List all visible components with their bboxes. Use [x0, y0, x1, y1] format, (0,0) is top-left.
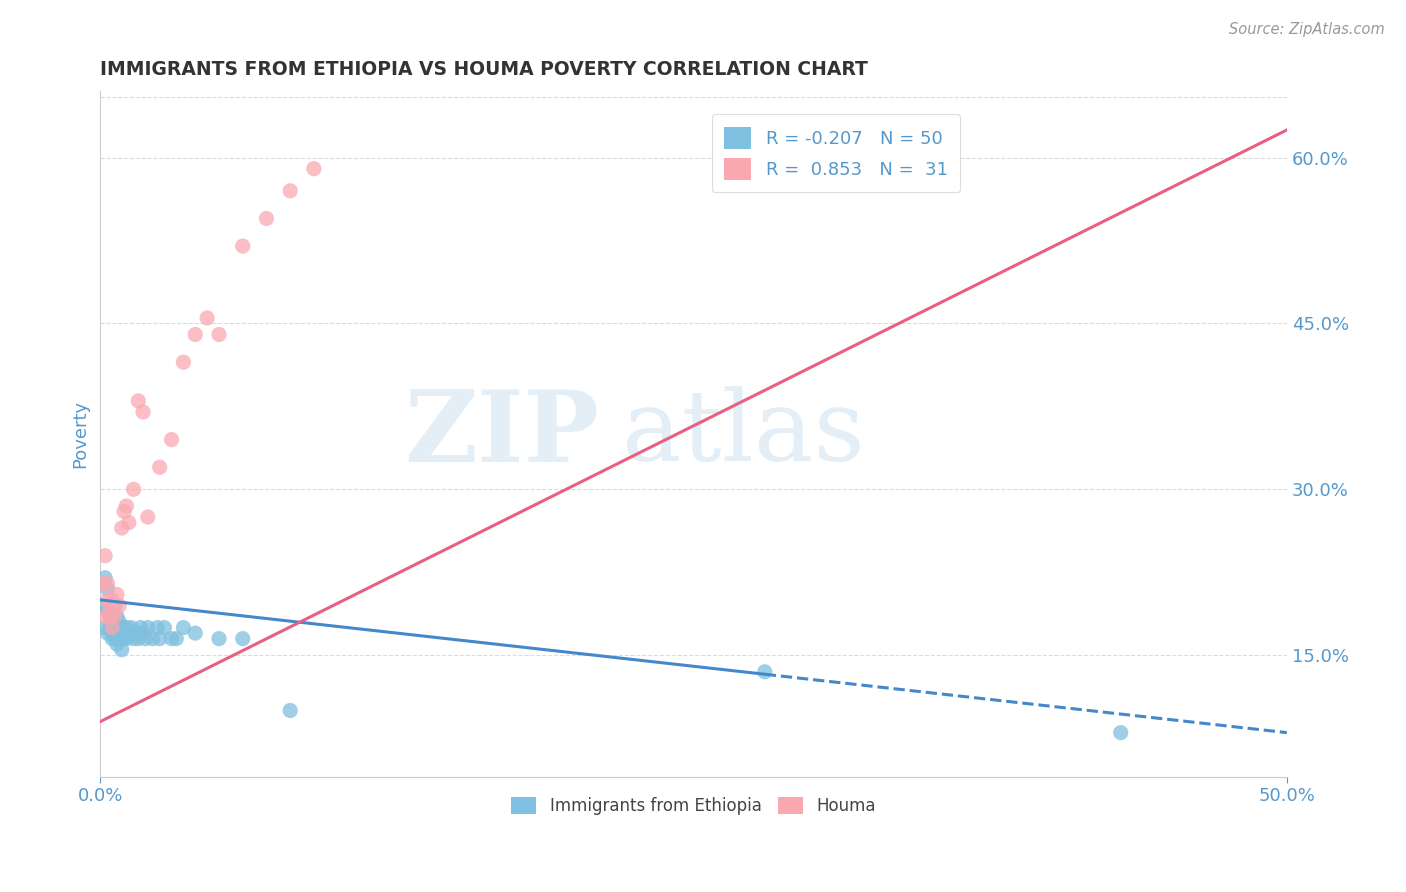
Point	[101, 632, 124, 646]
Point	[108, 599, 131, 613]
Point	[208, 632, 231, 646]
Point	[105, 587, 128, 601]
Point	[108, 615, 131, 629]
Point	[103, 609, 125, 624]
Point	[105, 621, 128, 635]
Point	[103, 632, 125, 646]
Point	[136, 510, 159, 524]
Legend: Immigrants from Ethiopia, Houma: Immigrants from Ethiopia, Houma	[503, 789, 884, 823]
Text: Source: ZipAtlas.com: Source: ZipAtlas.com	[1229, 22, 1385, 37]
Point	[94, 609, 117, 624]
Point	[149, 632, 172, 646]
Point	[115, 621, 138, 635]
Point	[122, 632, 145, 646]
Point	[105, 609, 128, 624]
Point	[101, 593, 124, 607]
Point	[118, 626, 141, 640]
Point	[165, 632, 187, 646]
Point	[96, 582, 118, 596]
Point	[101, 621, 124, 635]
Point	[115, 632, 138, 646]
Point	[125, 626, 148, 640]
Point	[91, 576, 114, 591]
Point	[118, 516, 141, 530]
Point	[232, 632, 254, 646]
Point	[127, 632, 149, 646]
Point	[134, 632, 156, 646]
Text: ZIP: ZIP	[404, 385, 599, 483]
Point	[153, 621, 176, 635]
Point	[122, 483, 145, 497]
Point	[103, 599, 125, 613]
Point	[278, 704, 301, 718]
Point	[302, 161, 325, 176]
Point	[208, 327, 231, 342]
Y-axis label: Poverty: Poverty	[72, 400, 89, 468]
Point	[129, 621, 152, 635]
Point	[120, 621, 142, 635]
Point	[111, 521, 134, 535]
Point	[754, 665, 776, 679]
Point	[98, 609, 121, 624]
Point	[94, 549, 117, 563]
Point	[105, 632, 128, 646]
Point	[96, 604, 118, 618]
Point	[94, 621, 117, 635]
Point	[160, 433, 183, 447]
Point	[136, 621, 159, 635]
Point	[103, 599, 125, 613]
Point	[98, 609, 121, 624]
Point	[172, 621, 194, 635]
Point	[232, 239, 254, 253]
Point	[96, 576, 118, 591]
Point	[98, 621, 121, 635]
Point	[112, 632, 135, 646]
Point	[160, 632, 183, 646]
Point	[101, 621, 124, 635]
Point	[146, 621, 169, 635]
Point	[142, 632, 165, 646]
Point	[172, 355, 194, 369]
Point	[115, 499, 138, 513]
Point	[195, 310, 218, 325]
Point	[112, 504, 135, 518]
Point	[96, 626, 118, 640]
Point	[98, 599, 121, 613]
Point	[184, 626, 207, 640]
Point	[112, 621, 135, 635]
Point	[132, 405, 155, 419]
Point	[1109, 725, 1132, 739]
Point	[278, 184, 301, 198]
Point	[96, 593, 118, 607]
Point	[103, 615, 125, 629]
Text: IMMIGRANTS FROM ETHIOPIA VS HOUMA POVERTY CORRELATION CHART: IMMIGRANTS FROM ETHIOPIA VS HOUMA POVERT…	[100, 60, 869, 78]
Point	[111, 642, 134, 657]
Point	[111, 621, 134, 635]
Point	[149, 460, 172, 475]
Point	[105, 637, 128, 651]
Text: atlas: atlas	[623, 386, 865, 482]
Point	[184, 327, 207, 342]
Point	[94, 571, 117, 585]
Point	[101, 615, 124, 629]
Point	[91, 599, 114, 613]
Point	[132, 626, 155, 640]
Point	[108, 632, 131, 646]
Point	[111, 632, 134, 646]
Point	[256, 211, 278, 226]
Point	[127, 393, 149, 408]
Point	[103, 621, 125, 635]
